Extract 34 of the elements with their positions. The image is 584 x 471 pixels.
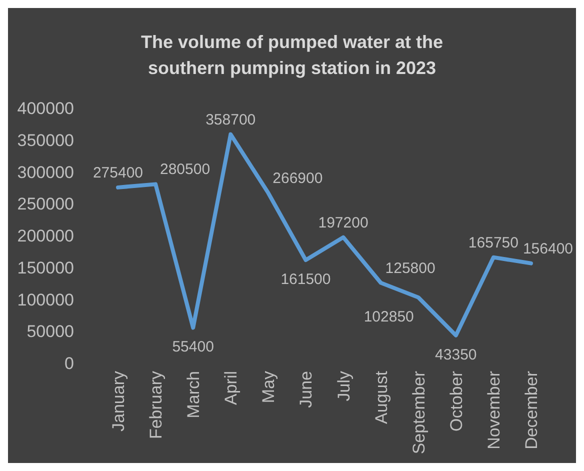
- x-tick-label: October: [446, 370, 466, 432]
- data-label: 161500: [280, 271, 331, 288]
- y-tick-label: 250000: [17, 194, 74, 214]
- data-label: 125800: [385, 260, 436, 277]
- y-tick-label: 50000: [26, 322, 74, 342]
- data-label: 280500: [160, 161, 210, 178]
- data-label: 358700: [206, 111, 256, 128]
- chart-title: The volume of pumped water at the southern pumping station in 2023: [140, 32, 444, 78]
- x-tick-label: February: [146, 370, 166, 440]
- y-tick-label: 200000: [17, 226, 74, 246]
- data-label: 55400: [172, 338, 214, 356]
- data-label: 266900: [272, 170, 323, 187]
- x-tick-label: August: [372, 370, 391, 424]
- data-label: 43350: [435, 346, 477, 364]
- y-tick-label: 150000: [17, 258, 74, 278]
- x-tick-label: July: [334, 370, 354, 402]
- data-label: 102850: [364, 308, 414, 326]
- y-tick-label: 350000: [17, 130, 74, 150]
- data-label: 275400: [92, 164, 144, 182]
- data-label: 165750: [468, 234, 518, 252]
- data-label: 197200: [318, 214, 368, 232]
- y-tick-label: 0: [64, 354, 74, 373]
- x-tick-label: September: [409, 370, 428, 454]
- y-tick-label: 100000: [17, 290, 74, 310]
- x-tick-label: November: [484, 370, 504, 450]
- y-tick-label: 300000: [17, 162, 74, 182]
- x-tick-label: January: [109, 370, 128, 432]
- x-tick-label: June: [296, 371, 316, 408]
- x-tick-label: March: [184, 371, 204, 418]
- x-tick-label: April: [222, 371, 241, 406]
- y-tick-label: 400000: [17, 99, 74, 118]
- data-label: 156400: [522, 240, 574, 258]
- x-tick-label: December: [522, 370, 541, 450]
- x-tick-label: May: [259, 370, 278, 404]
